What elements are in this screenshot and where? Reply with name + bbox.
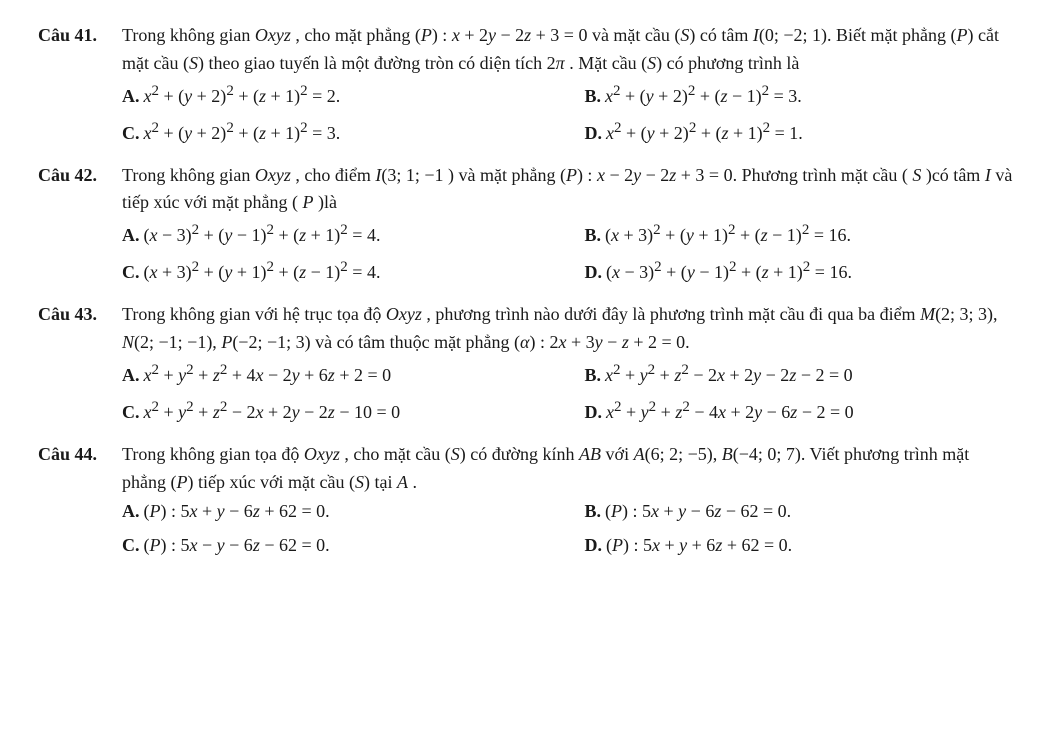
- option: C.x2 + (y + 2)2 + (z + 1)2 = 3.: [122, 117, 555, 148]
- question-header: Câu 44.Trong không gian tọa độ Oxyz , ch…: [38, 441, 1017, 497]
- options-grid: A.x2 + (y + 2)2 + (z + 1)2 = 2.B.x2 + (y…: [122, 80, 1017, 148]
- option-text: x2 + y2 + z2 − 2x + 2y − 2z − 10 = 0: [144, 402, 401, 422]
- option-label: B.: [585, 86, 602, 106]
- option: B.(x + 3)2 + (y + 1)2 + (z − 1)2 = 16.: [585, 219, 1018, 250]
- question-stem: Trong không gian Oxyz , cho điểm I(3; 1;…: [122, 162, 1017, 218]
- question-header: Câu 41.Trong không gian Oxyz , cho mặt p…: [38, 22, 1017, 78]
- option-label: D.: [585, 535, 603, 555]
- option-label: D.: [585, 402, 603, 422]
- options-grid: A.(x − 3)2 + (y − 1)2 + (z + 1)2 = 4.B.(…: [122, 219, 1017, 287]
- option-label: A.: [122, 501, 140, 521]
- option: C.(P) : 5x − y − 6z − 62 = 0.: [122, 532, 555, 560]
- option: D.x2 + (y + 2)2 + (z + 1)2 = 1.: [585, 117, 1018, 148]
- question-stem: Trong không gian tọa độ Oxyz , cho mặt c…: [122, 441, 1017, 497]
- option: A.(P) : 5x + y − 6z + 62 = 0.: [122, 498, 555, 526]
- option-text: (x + 3)2 + (y + 1)2 + (z − 1)2 = 16.: [605, 225, 851, 245]
- option: D.(x − 3)2 + (y − 1)2 + (z + 1)2 = 16.: [585, 256, 1018, 287]
- option-label: A.: [122, 86, 140, 106]
- option-text: (x − 3)2 + (y − 1)2 + (z + 1)2 = 16.: [606, 262, 852, 282]
- question: Câu 44.Trong không gian tọa độ Oxyz , ch…: [38, 441, 1017, 561]
- option-label: C.: [122, 262, 140, 282]
- question-stem: Trong không gian Oxyz , cho mặt phẳng (P…: [122, 22, 1017, 78]
- option-label: C.: [122, 402, 140, 422]
- option-text: (P) : 5x + y + 6z + 62 = 0.: [606, 535, 792, 555]
- option-text: x2 + (y + 2)2 + (z + 1)2 = 1.: [606, 123, 803, 143]
- option-label: C.: [122, 535, 140, 555]
- option-label: C.: [122, 123, 140, 143]
- option-text: (x − 3)2 + (y − 1)2 + (z + 1)2 = 4.: [144, 225, 381, 245]
- option: B.x2 + (y + 2)2 + (z − 1)2 = 3.: [585, 80, 1018, 111]
- option-label: B.: [585, 501, 602, 521]
- question: Câu 42.Trong không gian Oxyz , cho điểm …: [38, 162, 1017, 288]
- option: B.(P) : 5x + y − 6z − 62 = 0.: [585, 498, 1018, 526]
- option-label: D.: [585, 262, 603, 282]
- option: D.x2 + y2 + z2 − 4x + 2y − 6z − 2 = 0: [585, 396, 1018, 427]
- option-text: (P) : 5x + y − 6z + 62 = 0.: [144, 501, 330, 521]
- option-label: A.: [122, 365, 140, 385]
- option-label: D.: [585, 123, 603, 143]
- question-label: Câu 43.: [38, 301, 122, 329]
- question: Câu 41.Trong không gian Oxyz , cho mặt p…: [38, 22, 1017, 148]
- exam-document: Câu 41.Trong không gian Oxyz , cho mặt p…: [38, 22, 1017, 560]
- option-text: x2 + (y + 2)2 + (z + 1)2 = 2.: [144, 86, 341, 106]
- question-header: Câu 42.Trong không gian Oxyz , cho điểm …: [38, 162, 1017, 218]
- question: Câu 43.Trong không gian với hệ trục tọa …: [38, 301, 1017, 427]
- option-text: (P) : 5x + y − 6z − 62 = 0.: [605, 501, 791, 521]
- option-label: B.: [585, 225, 602, 245]
- question-header: Câu 43.Trong không gian với hệ trục tọa …: [38, 301, 1017, 357]
- option: A.x2 + (y + 2)2 + (z + 1)2 = 2.: [122, 80, 555, 111]
- question-label: Câu 41.: [38, 22, 122, 50]
- option: C.(x + 3)2 + (y + 1)2 + (z − 1)2 = 4.: [122, 256, 555, 287]
- option-text: x2 + y2 + z2 − 2x + 2y − 2z − 2 = 0: [605, 365, 853, 385]
- option-text: x2 + (y + 2)2 + (z − 1)2 = 3.: [605, 86, 802, 106]
- option-text: x2 + y2 + z2 − 4x + 2y − 6z − 2 = 0: [606, 402, 854, 422]
- option: A.x2 + y2 + z2 + 4x − 2y + 6z + 2 = 0: [122, 359, 555, 390]
- option-label: A.: [122, 225, 140, 245]
- option-text: x2 + (y + 2)2 + (z + 1)2 = 3.: [144, 123, 341, 143]
- option-text: x2 + y2 + z2 + 4x − 2y + 6z + 2 = 0: [144, 365, 392, 385]
- option: C.x2 + y2 + z2 − 2x + 2y − 2z − 10 = 0: [122, 396, 555, 427]
- option-label: B.: [585, 365, 602, 385]
- option: B.x2 + y2 + z2 − 2x + 2y − 2z − 2 = 0: [585, 359, 1018, 390]
- option-text: (P) : 5x − y − 6z − 62 = 0.: [144, 535, 330, 555]
- option: A.(x − 3)2 + (y − 1)2 + (z + 1)2 = 4.: [122, 219, 555, 250]
- options-grid: A.x2 + y2 + z2 + 4x − 2y + 6z + 2 = 0B.x…: [122, 359, 1017, 427]
- question-label: Câu 44.: [38, 441, 122, 469]
- option: D.(P) : 5x + y + 6z + 62 = 0.: [585, 532, 1018, 560]
- option-text: (x + 3)2 + (y + 1)2 + (z − 1)2 = 4.: [144, 262, 381, 282]
- question-stem: Trong không gian với hệ trục tọa độ Oxyz…: [122, 301, 1017, 357]
- question-label: Câu 42.: [38, 162, 122, 190]
- options-grid: A.(P) : 5x + y − 6z + 62 = 0.B.(P) : 5x …: [122, 498, 1017, 560]
